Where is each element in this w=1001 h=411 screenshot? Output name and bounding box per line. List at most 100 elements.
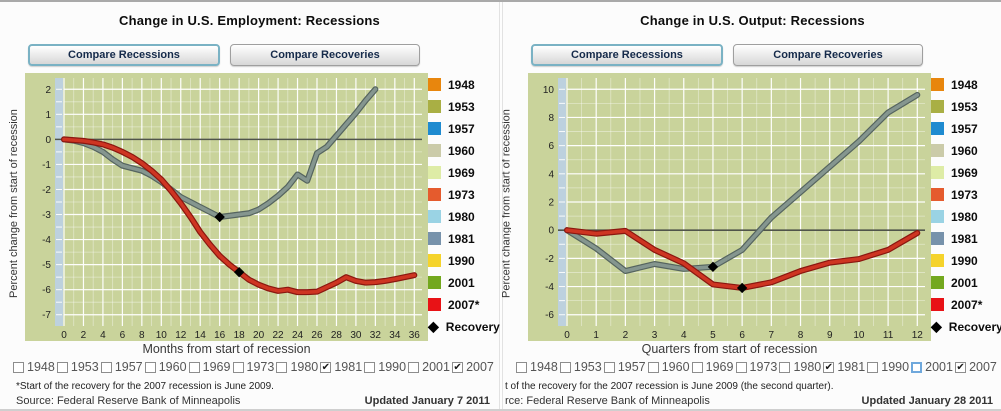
checkbox-box[interactable] <box>188 361 200 373</box>
legend-label: 1957 <box>448 121 475 136</box>
legend-item-1957: 1957 <box>931 122 999 136</box>
checkbox-label: 1948 <box>530 360 558 374</box>
checkbox-label: 1953 <box>70 360 99 374</box>
checkbox-box[interactable] <box>56 361 68 373</box>
checkbox-1953[interactable]: 1953 <box>56 360 99 374</box>
checkbox-box[interactable] <box>13 361 24 373</box>
legend-item-1948: 1948 <box>931 77 999 92</box>
checkbox-2007[interactable]: ✔ 2007 <box>452 360 494 374</box>
employment-chart: 210-1-2-3-4-5-6-70 2 4 6 8 10 12 14 16 18 20 22 24 26… <box>25 73 428 341</box>
checkbox-2001[interactable]: 2001 <box>911 360 953 374</box>
checkbox-1948[interactable]: 1948 <box>13 360 55 374</box>
svg-text:1: 1 <box>593 330 599 341</box>
compare-recessions-button[interactable]: Compare Recessions <box>531 44 723 66</box>
svg-text:18: 18 <box>234 330 246 341</box>
checkbox-1981[interactable]: ✔ 1981 <box>320 360 362 374</box>
checkbox-box[interactable] <box>779 361 791 373</box>
checkbox-box[interactable] <box>408 361 420 373</box>
legend-label: 1981 <box>448 231 475 246</box>
compare-recoveries-button[interactable]: Compare Recoveries <box>733 44 923 66</box>
legend-swatch <box>931 232 944 245</box>
legend-item-2001: 2001 <box>931 276 999 290</box>
legend-label: 1969 <box>448 165 475 180</box>
checkbox-label: 1980 <box>290 360 319 374</box>
checkbox-box[interactable] <box>364 361 376 373</box>
year-checkbox-row: 1948 1953 1957 1960 1969 1973 1980 ✔ 1981 1990 200… <box>516 360 997 374</box>
checkbox-1957[interactable]: 1957 <box>603 360 646 374</box>
checkbox-box[interactable] <box>516 361 527 373</box>
button-row: Compare Recessions Compare Recoveries <box>28 44 420 66</box>
checkbox-label: 1973 <box>246 360 275 374</box>
checkbox-box[interactable] <box>867 361 879 373</box>
legend-swatch <box>931 276 944 289</box>
checkbox-box[interactable] <box>100 361 112 373</box>
legend-item-1948: 1948 <box>428 78 496 92</box>
checkbox-1948[interactable]: 1948 <box>516 360 558 374</box>
legend-item-2001: 2001 <box>428 276 496 290</box>
legend-swatch <box>428 122 441 135</box>
checkbox-2007[interactable]: ✔ 2007 <box>955 360 997 374</box>
checkbox-1990[interactable]: 1990 <box>867 360 909 374</box>
legend-label: 1990 <box>951 253 978 268</box>
legend-label: 2007* <box>448 297 480 312</box>
legend-item-2007: 2007* <box>931 298 999 312</box>
checkbox-1981[interactable]: ✔ 1981 <box>823 360 865 374</box>
y-axis-label: Percent change from start of recession <box>8 109 20 299</box>
svg-text:36: 36 <box>409 330 421 341</box>
svg-text:26: 26 <box>311 330 323 341</box>
legend-swatch <box>428 232 441 245</box>
compare-recessions-button[interactable]: Compare Recessions <box>28 44 220 66</box>
checkbox-box[interactable] <box>735 361 747 373</box>
svg-text:20: 20 <box>253 330 265 341</box>
checkbox-1960[interactable]: 1960 <box>647 360 690 374</box>
legend-label: 1960 <box>951 143 978 158</box>
checkbox-box[interactable] <box>911 361 923 373</box>
checkbox-label: 2007 <box>466 360 494 374</box>
compare-recoveries-button[interactable]: Compare Recoveries <box>230 44 420 66</box>
checkbox-2001[interactable]: 2001 <box>408 360 450 374</box>
legend-label: 1948 <box>951 77 978 92</box>
svg-text:1: 1 <box>45 110 51 121</box>
employment-panel: Change in U.S. Employment: Recessions Co… <box>0 2 500 409</box>
checkbox-1960[interactable]: 1960 <box>144 360 187 374</box>
checkbox-box[interactable] <box>647 361 659 373</box>
legend-item-1980: 1980 <box>931 210 999 224</box>
legend-label: 1980 <box>448 209 475 224</box>
checkbox-label: 1953 <box>573 360 602 374</box>
checkbox-1953[interactable]: 1953 <box>559 360 602 374</box>
svg-text:10: 10 <box>543 85 555 96</box>
checkbox-1973[interactable]: 1973 <box>735 360 777 374</box>
checkbox-label: 1960 <box>661 360 690 374</box>
legend-label: 1973 <box>448 187 475 202</box>
checkbox-label: 1981 <box>334 360 363 374</box>
checkbox-box[interactable]: ✔ <box>955 361 967 373</box>
checkbox-box[interactable] <box>691 361 703 373</box>
checkbox-box[interactable]: ✔ <box>452 361 464 373</box>
checkbox-1990[interactable]: 1990 <box>364 360 406 374</box>
legend-item-recovery: ◆ Recovery <box>931 319 1001 334</box>
checkbox-1969[interactable]: 1969 <box>691 360 733 374</box>
checkbox-1973[interactable]: 1973 <box>232 360 275 374</box>
checkbox-box[interactable]: ✔ <box>320 361 332 373</box>
checkbox-box[interactable] <box>232 361 244 373</box>
svg-text:8: 8 <box>139 330 145 341</box>
svg-text:11: 11 <box>883 330 894 341</box>
legend-swatch <box>428 210 441 223</box>
checkbox-box[interactable] <box>144 361 156 373</box>
checkbox-1980[interactable]: 1980 <box>779 360 821 374</box>
checkbox-1957[interactable]: 1957 <box>100 360 143 374</box>
checkbox-1980[interactable]: 1980 <box>276 360 318 374</box>
legend-swatch <box>428 100 441 113</box>
checkbox-box[interactable] <box>603 361 615 373</box>
checkbox-box[interactable] <box>276 361 288 373</box>
checkbox-1969[interactable]: 1969 <box>188 360 230 374</box>
svg-text:3: 3 <box>652 330 658 341</box>
checkbox-box[interactable]: ✔ <box>823 361 835 373</box>
checkbox-box[interactable] <box>559 361 571 373</box>
svg-text:30: 30 <box>350 330 362 341</box>
legend-label: 1953 <box>951 99 978 114</box>
legend-swatch <box>428 144 441 157</box>
svg-text:10: 10 <box>156 330 168 341</box>
